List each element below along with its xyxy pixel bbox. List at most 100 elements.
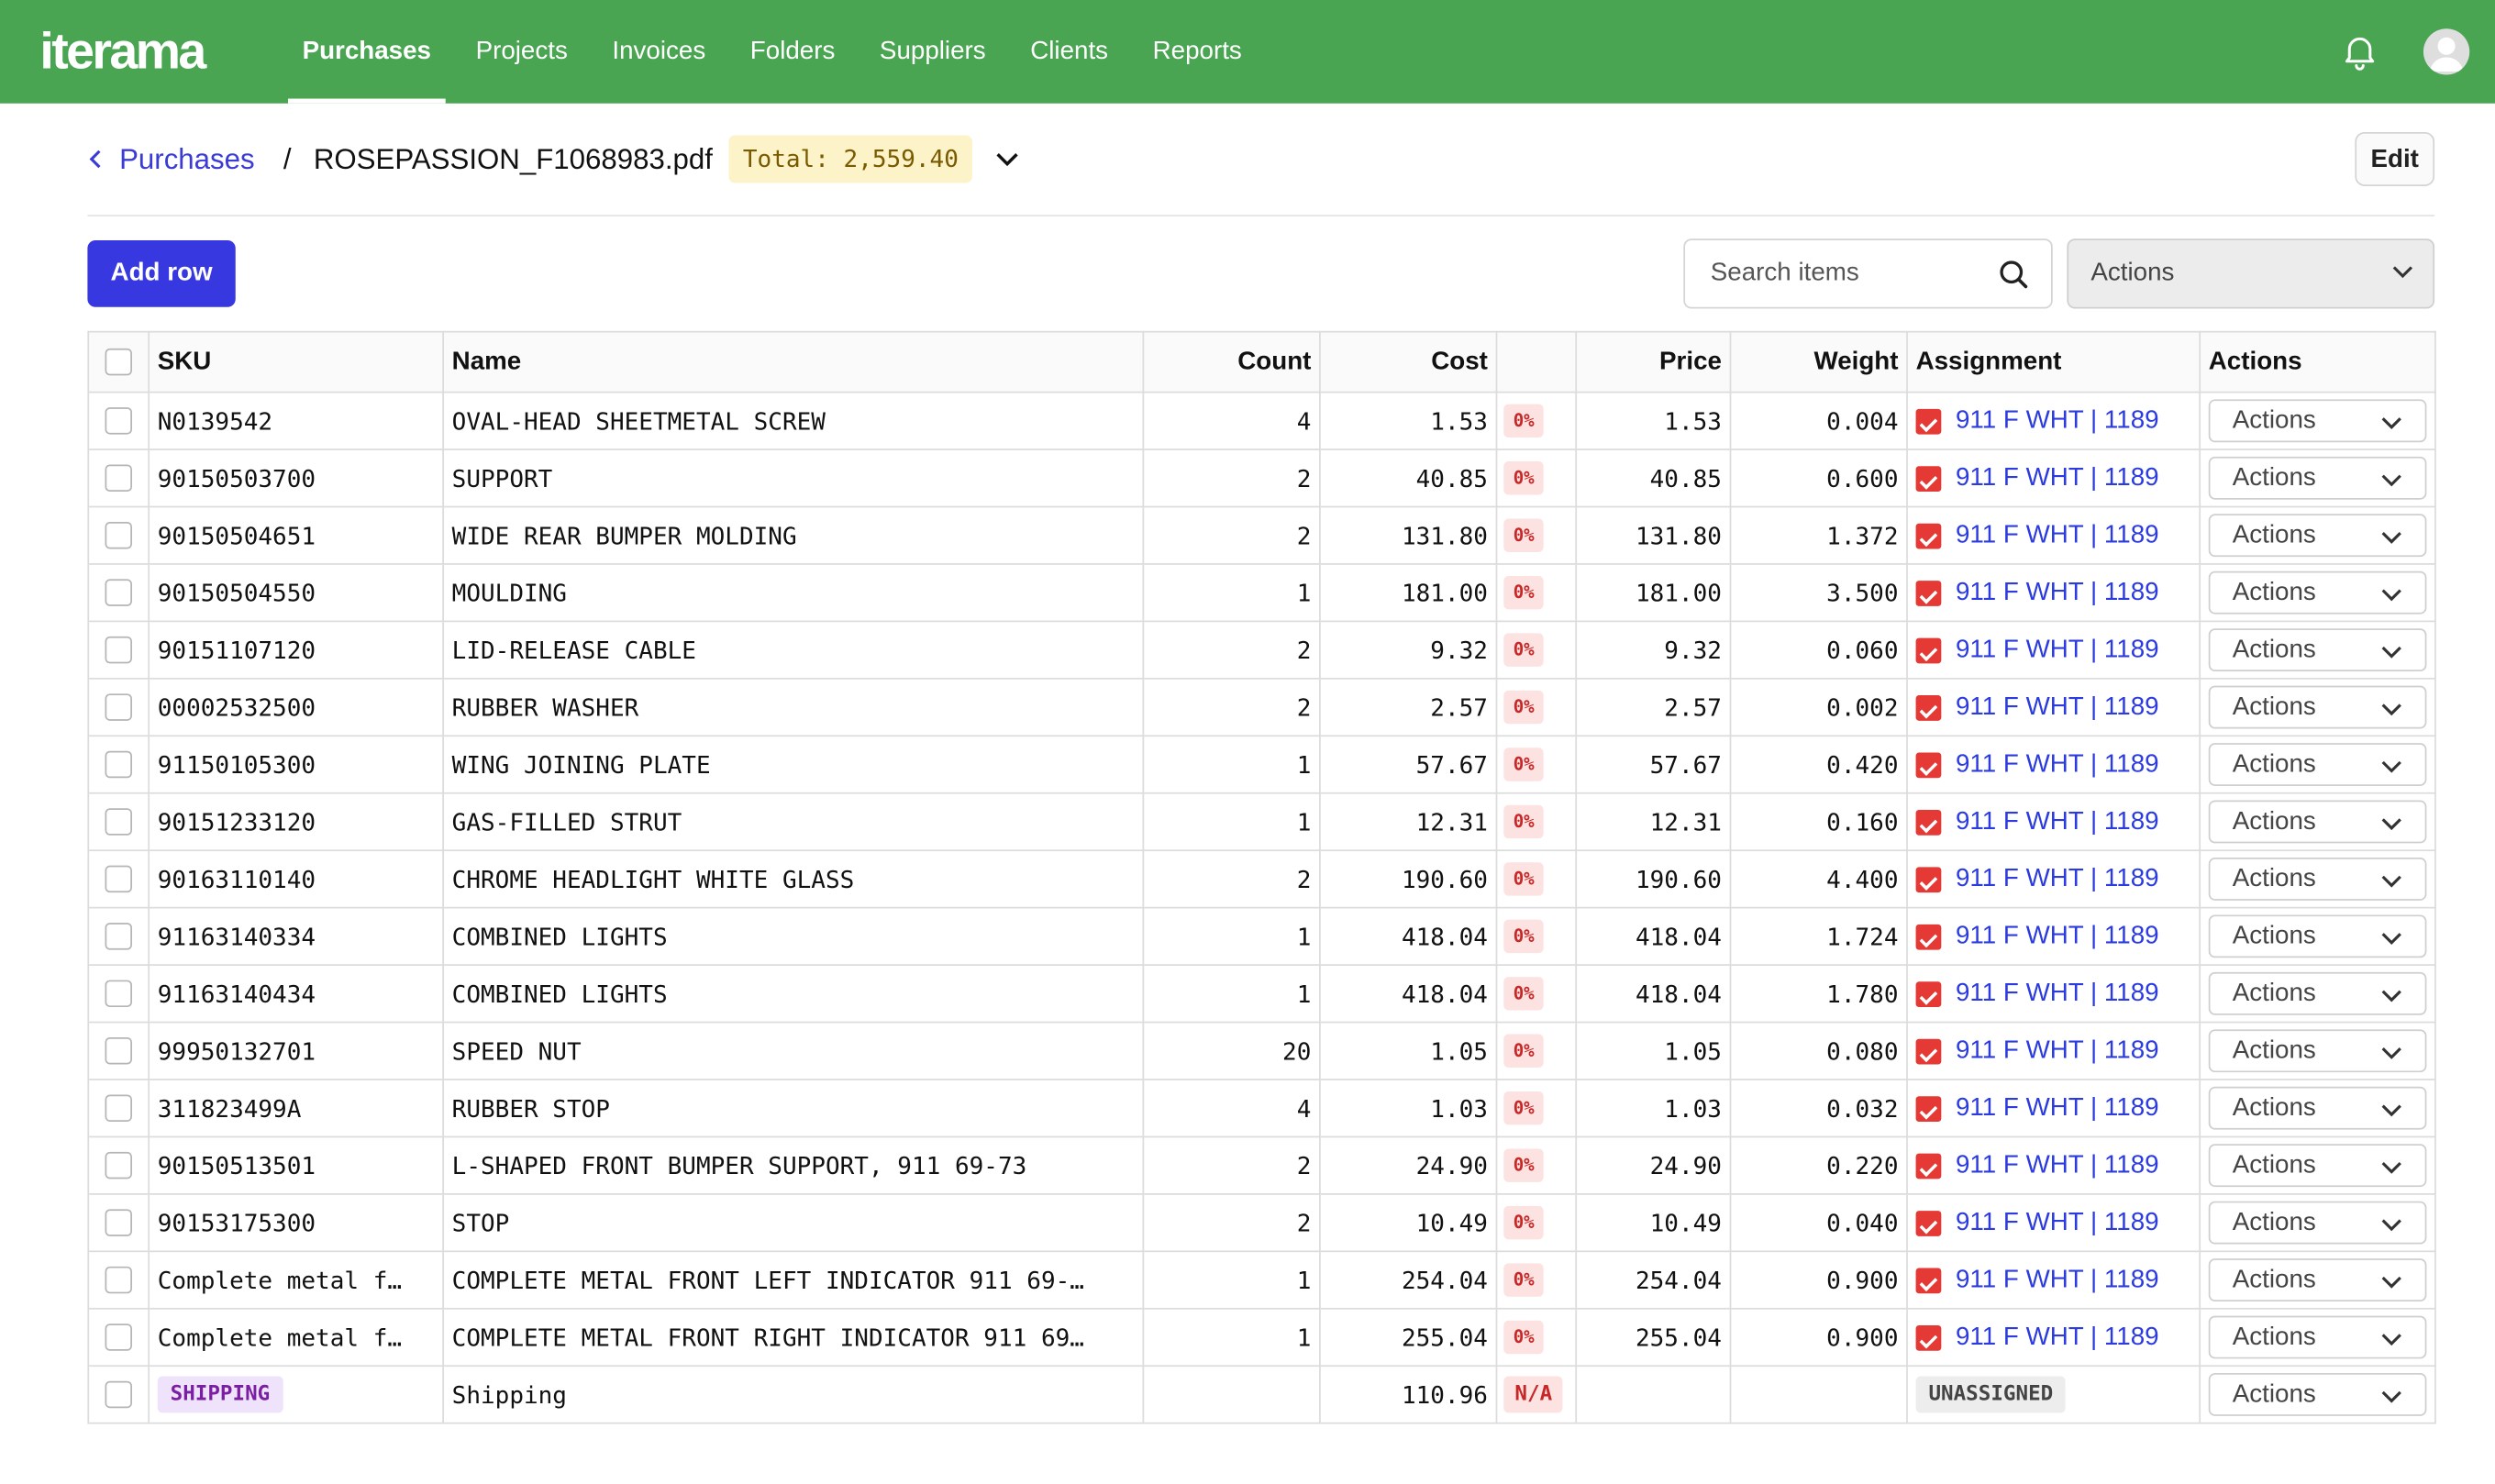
pdf-check-icon (1915, 751, 1942, 778)
table-row[interactable]: 91150105300 WING JOINING PLATE 1 57.67 0% 57.… (87, 735, 2436, 794)
assignment-link[interactable]: 911 F WHT | 1189 (1915, 807, 2191, 836)
chevron-down-icon[interactable] (992, 143, 1024, 175)
assignment-link[interactable]: 911 F WHT | 1189 (1915, 1209, 2191, 1237)
nav-item-clients[interactable]: Clients (1030, 38, 1109, 66)
edit-button[interactable]: Edit (2355, 131, 2435, 186)
row-checkbox[interactable] (105, 579, 132, 606)
nav-item-projects[interactable]: Projects (475, 38, 568, 66)
row-checkbox[interactable] (105, 521, 132, 549)
search-input[interactable] (1707, 258, 2001, 290)
assignment-link[interactable]: 911 F WHT | 1189 (1915, 1151, 2191, 1179)
row-checkbox[interactable] (105, 865, 132, 893)
assignment-link[interactable]: 911 F WHT | 1189 (1915, 406, 2191, 435)
assignment-link[interactable]: 911 F WHT | 1189 (1915, 865, 2191, 893)
assignment-link[interactable]: 911 F WHT | 1189 (1915, 692, 2191, 721)
assignment-link[interactable]: 911 F WHT | 1189 (1915, 922, 2191, 950)
search-icon[interactable] (1999, 260, 2029, 290)
assignment-link[interactable]: 911 F WHT | 1189 (1915, 579, 2191, 607)
row-checkbox[interactable] (105, 464, 132, 493)
table-row[interactable]: Complete metal f… COMPLETE METAL FRONT RI… (87, 1307, 2436, 1368)
table-row[interactable]: 99950132701 SPEED NUT 20 1.05 0% 1.05 0.080 911… (87, 1021, 2436, 1080)
row-actions-dropdown[interactable]: Actions (2208, 456, 2427, 500)
nav-item-suppliers[interactable]: Suppliers (879, 38, 986, 66)
select-all-checkbox[interactable] (105, 348, 132, 376)
table-row[interactable]: 91163140334 COMBINED LIGHTS 1 418.04 0% 418.0… (87, 906, 2436, 966)
row-checkbox[interactable] (105, 1380, 132, 1409)
table-row[interactable]: Complete metal f… COMPLETE METAL FRONT LE… (87, 1250, 2436, 1310)
nav-item-invoices[interactable]: Invoices (612, 38, 706, 66)
row-checkbox[interactable] (105, 980, 132, 1008)
nav-item-purchases[interactable]: Purchases (287, 0, 446, 104)
row-actions-dropdown[interactable]: Actions (2208, 800, 2427, 844)
table-row[interactable]: 311823499A RUBBER STOP 4 1.03 0% 1.03 0.032 911… (87, 1079, 2436, 1138)
row-actions-dropdown[interactable]: Actions (2208, 1029, 2427, 1073)
row-checkbox[interactable] (105, 636, 132, 664)
assignment-link[interactable]: 911 F WHT | 1189 (1915, 1036, 2191, 1065)
row-actions-dropdown[interactable]: Actions (2208, 1086, 2427, 1130)
row-actions-dropdown[interactable]: Actions (2208, 570, 2427, 615)
app-logo[interactable]: iterama (39, 22, 206, 80)
table-row[interactable]: 90151233120 GAS-FILLED STRUT 1 12.31 0% 12.31… (87, 792, 2436, 852)
column-header-assignment[interactable]: Assignment (1906, 330, 2201, 393)
table-row[interactable]: 90153175300 STOP 2 10.49 0% 10.49 0.040 911 F W… (87, 1193, 2436, 1253)
row-actions-dropdown[interactable]: Actions (2208, 399, 2427, 443)
row-checkbox[interactable] (105, 750, 132, 779)
row-checkbox[interactable] (105, 1266, 132, 1294)
table-row[interactable]: 90150503700 SUPPORT 2 40.85 0% 40.85 0.600 911 … (87, 449, 2436, 508)
shipping-row[interactable]: SHIPPING Shipping 110.96 N/A UNASSIGNED Actio… (87, 1365, 2436, 1424)
column-header-count[interactable]: Count (1142, 330, 1321, 393)
assignment-link[interactable]: 911 F WHT | 1189 (1915, 1323, 2191, 1351)
table-row[interactable]: 91163140434 COMBINED LIGHTS 1 418.04 0% 418.0… (87, 964, 2436, 1024)
assignment-link[interactable]: 911 F WHT | 1189 (1915, 1266, 2191, 1294)
row-checkbox[interactable] (105, 1323, 132, 1351)
row-actions-dropdown[interactable]: Actions (2208, 858, 2427, 901)
row-checkbox[interactable] (105, 923, 132, 950)
pdf-check-icon (1915, 637, 1942, 663)
row-checkbox[interactable] (105, 1094, 132, 1122)
row-checkbox[interactable] (105, 1209, 132, 1236)
row-checkbox[interactable] (105, 808, 132, 836)
assignment-link[interactable]: 911 F WHT | 1189 (1915, 750, 2191, 779)
row-actions-dropdown[interactable]: Actions (2208, 1144, 2427, 1188)
table-row[interactable]: 90151107120 LID-RELEASE CABLE 2 9.32 0% 9.32 0… (87, 620, 2436, 680)
row-checkbox[interactable] (105, 693, 132, 721)
row-actions-dropdown[interactable]: Actions (2208, 1373, 2427, 1416)
table-row[interactable]: 90150513501 L-SHAPED FRONT BUMPER SUPPORT… (87, 1135, 2436, 1195)
table-row[interactable]: 90150504651 WIDE REAR BUMPER MOLDING 2 131.… (87, 505, 2436, 565)
column-header-price[interactable]: Price (1575, 330, 1732, 393)
breadcrumb-back-link[interactable]: Purchases (87, 142, 255, 175)
table-row[interactable]: 00002532500 RUBBER WASHER 2 2.57 0% 2.57 0.002… (87, 677, 2436, 737)
add-row-button[interactable]: Add row (87, 239, 236, 307)
row-actions-dropdown[interactable]: Actions (2208, 514, 2427, 558)
bell-icon[interactable] (2339, 30, 2380, 72)
assignment-link[interactable]: 911 F WHT | 1189 (1915, 464, 2191, 493)
assignment-link[interactable]: 911 F WHT | 1189 (1915, 636, 2191, 664)
table-row[interactable]: 90150504550 MOULDING 1 181.00 0% 181.00 3.500 9… (87, 563, 2436, 623)
row-actions-dropdown[interactable]: Actions (2208, 914, 2427, 958)
assignment-link[interactable]: 911 F WHT | 1189 (1915, 1094, 2191, 1123)
row-checkbox[interactable] (105, 1037, 132, 1065)
nav-item-reports[interactable]: Reports (1152, 38, 1242, 66)
table-row[interactable]: 90163110140 CHROME HEADLIGHT WHITE GLASS 2… (87, 849, 2436, 909)
column-header-name[interactable]: Name (442, 330, 1145, 393)
row-actions-dropdown[interactable]: Actions (2208, 628, 2427, 672)
table-row[interactable]: N0139542 OVAL-HEAD SHEETMETAL SCREW 4 1.53 0… (87, 391, 2436, 450)
unassigned-badge[interactable]: UNASSIGNED (1915, 1376, 2067, 1413)
column-header-cost[interactable]: Cost (1319, 330, 1498, 393)
column-header-weight[interactable]: Weight (1729, 330, 1908, 393)
assignment-link[interactable]: 911 F WHT | 1189 (1915, 521, 2191, 549)
row-actions-dropdown[interactable]: Actions (2208, 685, 2427, 729)
assignment-link[interactable]: 911 F WHT | 1189 (1915, 980, 2191, 1008)
column-header-sku[interactable]: SKU (148, 330, 444, 393)
row-actions-dropdown[interactable]: Actions (2208, 971, 2427, 1015)
actions-dropdown[interactable]: Actions (2067, 238, 2435, 309)
row-actions-dropdown[interactable]: Actions (2208, 743, 2427, 786)
user-avatar[interactable] (2423, 28, 2470, 75)
row-actions-dropdown[interactable]: Actions (2208, 1315, 2427, 1359)
row-checkbox[interactable] (105, 407, 132, 435)
row-actions-dropdown[interactable]: Actions (2208, 1258, 2427, 1301)
nav-item-folders[interactable]: Folders (749, 38, 836, 66)
discount-cell: 0% (1495, 677, 1578, 737)
row-actions-dropdown[interactable]: Actions (2208, 1201, 2427, 1245)
row-checkbox[interactable] (105, 1151, 132, 1179)
